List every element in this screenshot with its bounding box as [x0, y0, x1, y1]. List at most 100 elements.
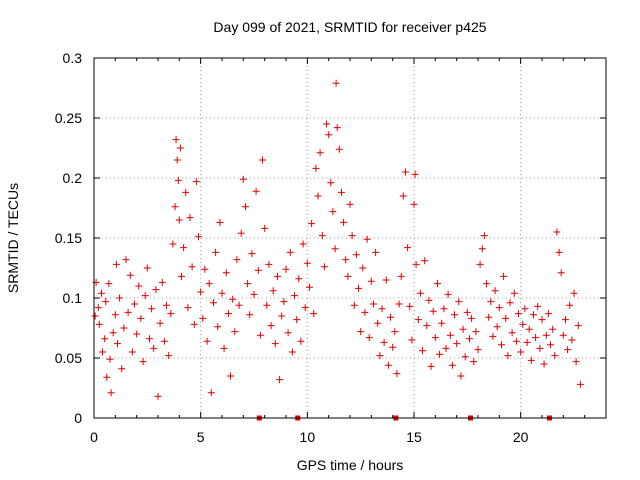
data-point: [239, 175, 247, 183]
data-point: [106, 355, 114, 363]
data-point: [527, 356, 535, 364]
data-point: [288, 348, 296, 356]
data-point: [429, 307, 437, 315]
data-point: [361, 308, 369, 316]
data-point: [227, 372, 234, 380]
data-point: [523, 338, 531, 346]
data-point: [218, 289, 226, 297]
data-point: [536, 344, 544, 352]
data-point: [562, 316, 569, 324]
data-point: [365, 334, 373, 342]
data-point: [318, 232, 326, 240]
y-axis-title: SRMTID / TECUs: [5, 183, 21, 293]
data-point: [131, 300, 138, 308]
data-point: [263, 301, 271, 309]
data-point: [538, 316, 546, 324]
data-point: [216, 218, 224, 226]
data-point: [274, 272, 281, 280]
data-point: [320, 263, 328, 271]
data-point: [493, 323, 501, 331]
data-point: [515, 310, 522, 318]
data-point: [332, 79, 340, 87]
data-point: [229, 295, 237, 303]
data-point: [391, 328, 399, 336]
data-point: [333, 124, 341, 132]
data-point: [199, 314, 207, 322]
data-point: [570, 289, 578, 297]
data-point: [184, 304, 192, 312]
data-point: [175, 216, 183, 224]
data-point: [167, 310, 175, 318]
x-tick-label: 0: [90, 429, 98, 445]
data-point: [508, 329, 516, 337]
data-point: [534, 302, 542, 310]
data-point: [359, 264, 367, 272]
y-tick-label: 0.05: [55, 350, 82, 366]
data-point: [210, 299, 217, 307]
data-point: [118, 365, 126, 373]
data-point: [244, 280, 252, 288]
data-point: [99, 348, 106, 356]
data-point: [137, 314, 145, 322]
data-point: [109, 329, 117, 337]
data-point: [310, 310, 318, 318]
data-point: [568, 336, 576, 344]
data-point: [485, 313, 493, 321]
x-tick-label: 10: [300, 429, 316, 445]
data-point: [346, 200, 354, 208]
data-point: [327, 179, 335, 187]
data-point: [376, 352, 384, 360]
data-point: [416, 289, 424, 297]
y-tick-label: 0.25: [55, 110, 82, 126]
data-point: [329, 208, 337, 216]
data-point: [434, 280, 441, 288]
data-point: [572, 358, 580, 366]
data-point: [301, 304, 309, 312]
data-point: [133, 330, 141, 338]
data-point: [291, 292, 298, 300]
data-point: [438, 319, 446, 327]
data-point: [457, 372, 465, 380]
data-point: [553, 228, 561, 236]
data-point: [254, 266, 262, 274]
data-point: [197, 288, 205, 296]
data-point: [186, 214, 194, 222]
data-point: [316, 149, 324, 157]
data-point: [421, 257, 429, 265]
data-point: [500, 272, 508, 280]
data-point: [412, 260, 420, 268]
data-point: [387, 313, 394, 321]
data-point: [480, 232, 488, 240]
data-point: [463, 308, 471, 316]
data-point: [423, 322, 431, 330]
data-point: [559, 331, 567, 339]
data-point: [278, 312, 286, 320]
data-point: [382, 276, 390, 284]
data-point: [112, 260, 120, 268]
data-point: [143, 264, 151, 272]
data-point: [372, 248, 380, 256]
data-point: [448, 361, 456, 369]
data-point: [267, 322, 275, 330]
data-point: [105, 280, 113, 288]
data-point: [389, 343, 397, 351]
x-tick-label: 20: [513, 429, 529, 445]
data-point: [203, 337, 211, 345]
data-point: [256, 331, 264, 339]
data-point: [237, 229, 245, 237]
data-point: [139, 358, 147, 366]
data-point: [182, 188, 190, 196]
data-point: [483, 280, 490, 288]
data-point: [459, 325, 467, 333]
data-point: [231, 328, 239, 336]
data-point: [103, 373, 111, 381]
data-point: [154, 392, 162, 400]
data-point: [470, 358, 478, 366]
data-point: [148, 305, 156, 313]
data-point: [280, 298, 288, 306]
data-point: [323, 120, 330, 128]
data-point: [406, 302, 414, 310]
data-point: [489, 332, 497, 340]
data-point: [440, 305, 448, 313]
